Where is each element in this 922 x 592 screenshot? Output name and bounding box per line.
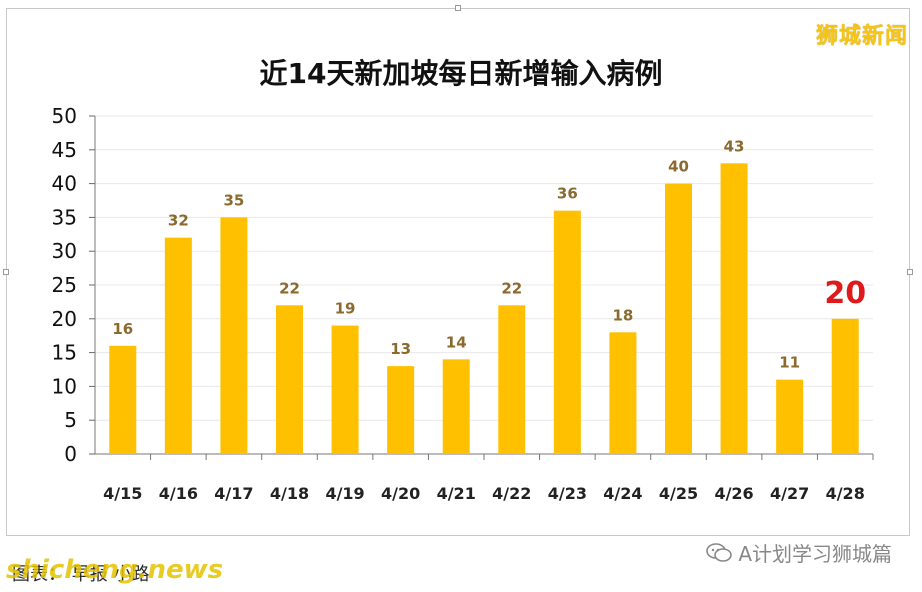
- data-label: 32: [168, 212, 189, 230]
- bar: [831, 318, 859, 454]
- data-label: 16: [112, 320, 133, 338]
- x-tick-label: 4/16: [159, 484, 198, 503]
- x-tick-label: 4/23: [548, 484, 587, 503]
- x-tick-label: 4/28: [826, 484, 865, 503]
- bar: [276, 305, 303, 454]
- brand-logo-text: 狮城新闻: [815, 24, 908, 49]
- x-tick-label: 4/26: [714, 484, 753, 503]
- y-tick-label: 45: [52, 138, 77, 162]
- resize-handle-right[interactable]: [907, 269, 913, 275]
- y-tick-label: 25: [52, 273, 77, 297]
- bar: [109, 345, 137, 454]
- wechat-icon: [706, 542, 733, 563]
- x-tick-label: 4/22: [492, 484, 531, 503]
- y-tick-label: 50: [52, 104, 77, 128]
- y-tick-label: 30: [52, 239, 77, 263]
- x-tick-label: 4/19: [325, 484, 364, 503]
- chart-title: 近14天新加坡每日新增输入病例: [259, 57, 663, 90]
- x-tick-label: 4/21: [437, 484, 476, 503]
- x-tick-label: 4/17: [214, 484, 253, 503]
- x-tick-label: 4/25: [659, 484, 698, 503]
- data-label: 13: [390, 340, 411, 358]
- site-watermark: shicheng.news: [6, 555, 224, 585]
- bar: [387, 366, 415, 454]
- x-tick-label: 4/18: [270, 484, 309, 503]
- y-tick-label: 35: [52, 205, 77, 229]
- bar: [609, 332, 637, 454]
- bar: [331, 325, 359, 454]
- data-label: 35: [223, 191, 244, 209]
- bar: [665, 183, 692, 454]
- data-label: 40: [668, 158, 689, 176]
- y-tick-label: 20: [52, 307, 77, 331]
- y-tick-label: 15: [52, 341, 77, 365]
- y-tick-label: 5: [64, 408, 77, 432]
- data-label: 19: [335, 300, 356, 318]
- bar: [220, 217, 248, 454]
- resize-handle-left[interactable]: [3, 269, 9, 275]
- account-name: A计划学习狮城篇: [738, 542, 892, 566]
- data-label: 36: [557, 185, 578, 203]
- data-label: 22: [279, 279, 300, 297]
- account-signature: A计划学习狮城篇: [706, 538, 892, 567]
- bar: [776, 379, 804, 454]
- y-tick-label: 0: [64, 442, 77, 466]
- y-tick-label: 10: [52, 374, 77, 398]
- data-label: 18: [612, 306, 633, 324]
- x-tick-label: 4/15: [103, 484, 142, 503]
- data-label: 22: [501, 279, 522, 297]
- bar: [442, 359, 470, 454]
- data-label: 20: [824, 276, 866, 311]
- data-label: 11: [779, 354, 800, 372]
- data-label: 14: [446, 333, 467, 351]
- bar: [553, 210, 581, 454]
- x-tick-label: 4/20: [381, 484, 420, 503]
- resize-handle-top[interactable]: [455, 5, 461, 11]
- x-tick-label: 4/27: [770, 484, 809, 503]
- bar: [498, 305, 526, 454]
- chart-credit: 图表： 早报 小路: [12, 564, 150, 585]
- bar: [164, 237, 192, 454]
- x-tick-label: 4/24: [603, 484, 642, 503]
- y-tick-label: 40: [52, 172, 77, 196]
- data-label: 43: [724, 137, 745, 155]
- bar: [720, 163, 748, 454]
